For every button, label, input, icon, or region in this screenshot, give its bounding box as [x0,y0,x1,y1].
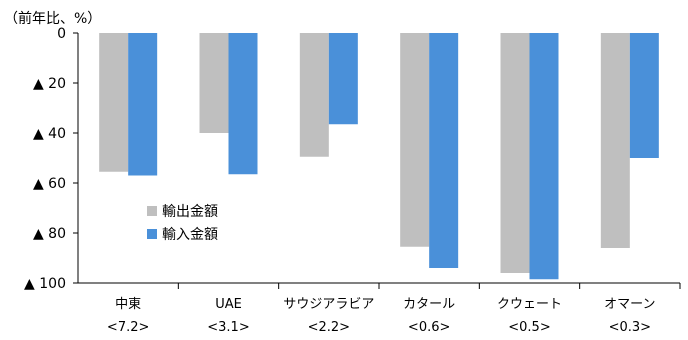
y-tick-label: ▲ 60 [33,176,66,192]
x-category-label: 中東 [115,296,141,312]
x-axis: 中東 <7.2> UAE <3.1> サウジアラビア <2.2> カタール <0.6> クウェー… [78,282,681,335]
x-category-label: クウェート [497,297,562,312]
bar-import [429,33,459,268]
bar-import [228,33,258,175]
bar-export [199,33,229,133]
x-category-sublabel: <0.3> [609,320,651,335]
bar-import [128,33,158,176]
y-axis: 0 ▲ 20 ▲ 40 ▲ 60 ▲ 80 ▲ 100 [24,26,79,292]
bars [99,33,659,280]
bar-export [600,33,630,248]
y-tick-label: ▲ 20 [33,76,66,92]
legend-label: 輸出金額 [162,204,218,220]
x-category-label: サウジアラビア [283,297,374,312]
x-category-sublabel: <0.6> [408,320,450,335]
x-category-sublabel: <0.5> [508,320,550,335]
bar-import [328,33,358,125]
bar-import [529,33,559,280]
bar-export [500,33,530,273]
y-tick-label: ▲ 80 [33,226,66,242]
legend-swatch [147,229,157,239]
bar-export [299,33,329,157]
unit-label: （前年比、%） [4,10,101,27]
bar-export [400,33,430,247]
x-category-sublabel: <3.1> [207,320,249,335]
x-category-sublabel: <7.2> [107,320,149,335]
bar-import [629,33,659,158]
legend-label: 輸入金額 [162,227,218,243]
y-tick-label: 0 [57,26,66,42]
y-tick-label: ▲ 40 [33,126,66,142]
legend-swatch [147,206,157,216]
bar-export [99,33,129,172]
x-category-label: カタール [403,297,455,312]
x-category-sublabel: <2.2> [308,320,350,335]
x-category-label: UAE [215,297,242,312]
y-tick-label: ▲ 100 [24,276,66,292]
x-category-label: オマーン [604,297,655,312]
